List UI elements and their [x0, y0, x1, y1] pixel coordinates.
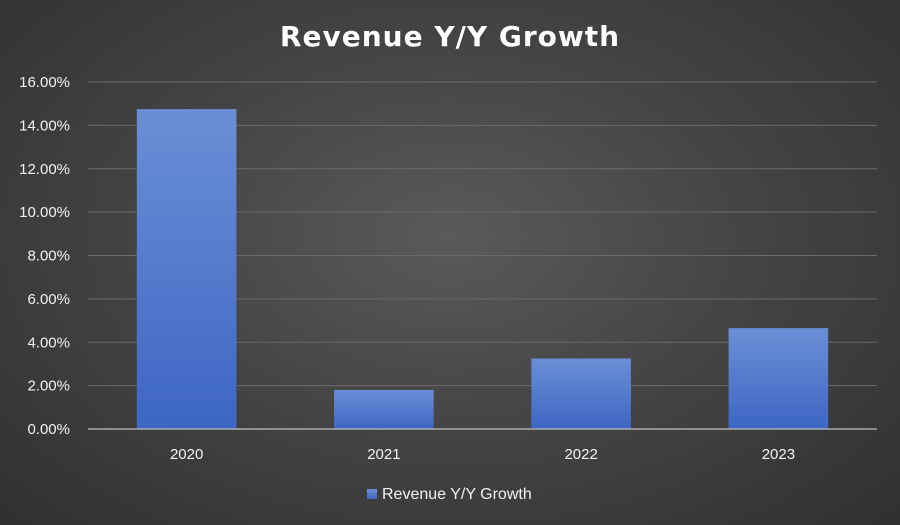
chart-title: Revenue Y/Y Growth [280, 20, 620, 53]
y-tick-label: 4.00% [27, 334, 70, 351]
y-tick-label: 16.00% [19, 74, 70, 91]
x-tick-label-2020: 2020 [170, 446, 203, 463]
y-tick-label: 12.00% [19, 161, 70, 178]
bar-2022 [531, 358, 631, 429]
x-tick-label-2023: 2023 [762, 446, 795, 463]
y-tick-label: 6.00% [27, 291, 70, 308]
bar-2023 [728, 328, 829, 429]
y-tick-label: 2.00% [27, 378, 70, 395]
y-tick-label: 10.00% [19, 204, 70, 221]
y-tick-label: 14.00% [19, 117, 70, 134]
y-tick-label: 0.00% [27, 421, 70, 438]
bar-2021 [334, 389, 434, 429]
y-tick-label: 8.00% [27, 248, 70, 265]
x-tick-label-2022: 2022 [564, 446, 597, 463]
bars [136, 109, 829, 429]
x-tick-label-2021: 2021 [367, 446, 400, 463]
legend-swatch [367, 489, 377, 499]
y-axis-tick-labels: 0.00% 2.00% 4.00% 6.00% 8.00% 10.00% 12.00% 14.… [19, 74, 70, 438]
legend-label-revenue-growth: Revenue Y/Y Growth [382, 486, 532, 503]
bar-2020 [136, 109, 237, 429]
legend: Revenue Y/Y Growth [367, 486, 532, 503]
x-axis-tick-labels: 2020 2021 2022 2023 [170, 446, 795, 463]
